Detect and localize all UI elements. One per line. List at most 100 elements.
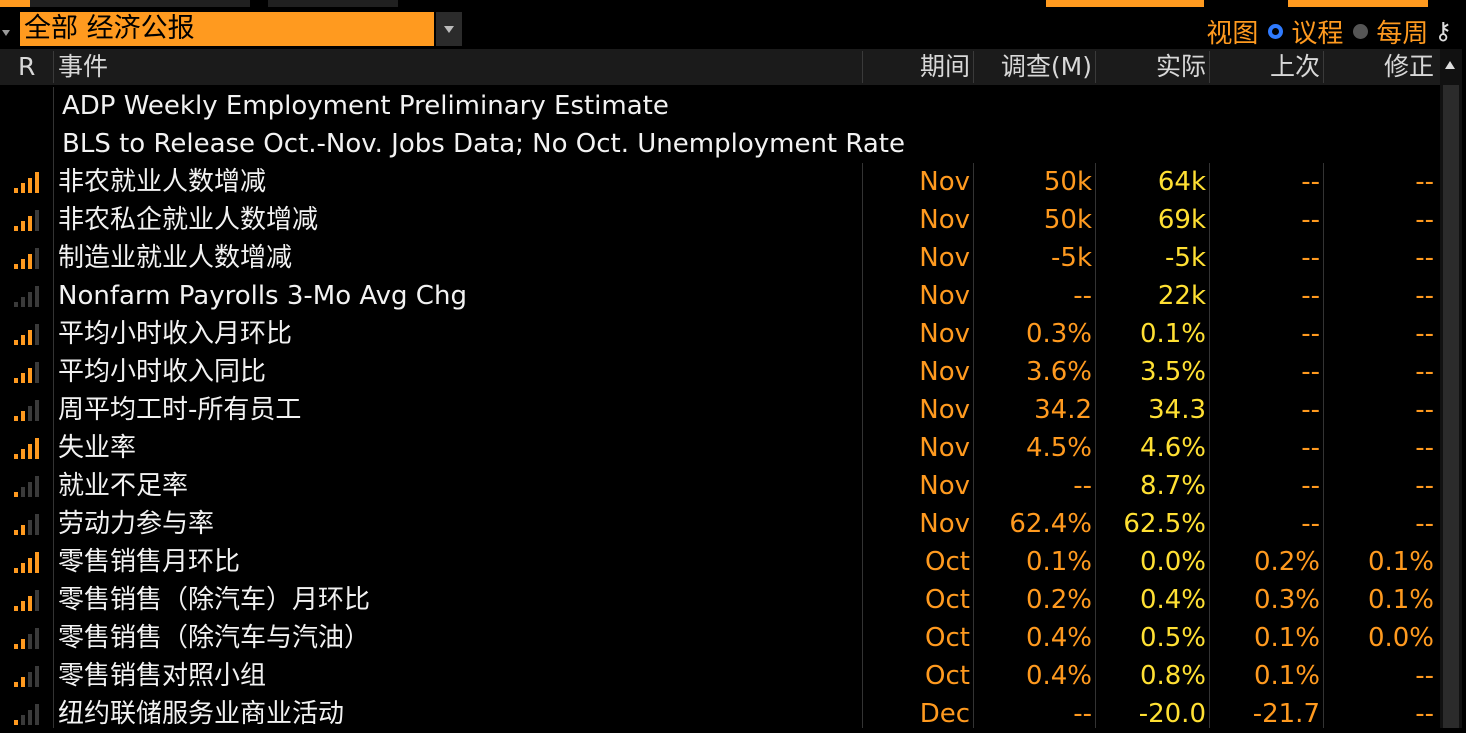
event-name[interactable]: 纽约联储服务业商业活动 xyxy=(58,699,345,729)
event-name[interactable]: 零售销售（除汽车与汽油） xyxy=(58,623,371,653)
column-separator xyxy=(1323,51,1324,83)
column-header-prior[interactable]: 上次 xyxy=(1269,52,1320,81)
event-name[interactable]: 非农就业人数增减 xyxy=(58,167,267,197)
column-header-actual[interactable]: 实际 xyxy=(1155,52,1206,81)
prior-cell: -- xyxy=(1301,471,1320,501)
event-name[interactable]: ADP Weekly Employment Preliminary Estima… xyxy=(62,91,669,121)
survey-cell: 62.4% xyxy=(1009,509,1092,539)
actual-cell: 3.5% xyxy=(1139,357,1206,387)
revised-cell: 0.0% xyxy=(1367,623,1434,653)
prior-cell: -- xyxy=(1301,433,1320,463)
revised-cell: -- xyxy=(1415,205,1434,235)
event-name[interactable]: 平均小时收入同比 xyxy=(58,357,267,387)
event-name[interactable]: 周平均工时-所有员工 xyxy=(58,395,302,425)
top-strip xyxy=(0,0,1466,8)
table-row[interactable]: 零售销售月环比 Oct 0.1% 0.0% 0.2% 0.1% xyxy=(0,543,1440,581)
event-name[interactable]: 零售销售（除汽车）月环比 xyxy=(58,585,371,615)
revised-cell: -- xyxy=(1415,243,1434,273)
weekly-radio[interactable] xyxy=(1353,23,1369,39)
table-row[interactable]: 制造业就业人数增减 Nov -5k -5k -- -- xyxy=(0,239,1440,277)
actual-cell: 69k xyxy=(1157,205,1206,235)
table-row[interactable]: 劳动力参与率 Nov 62.4% 62.5% -- -- xyxy=(0,505,1440,543)
column-divider xyxy=(1323,163,1324,728)
event-name[interactable]: 零售销售对照小组 xyxy=(58,661,267,691)
actual-cell: 62.5% xyxy=(1123,509,1206,539)
table-row[interactable]: 零售销售对照小组 Oct 0.4% 0.8% 0.1% -- xyxy=(0,657,1440,695)
survey-cell: 50k xyxy=(1043,167,1092,197)
period-cell: Dec xyxy=(919,699,970,729)
event-name[interactable]: 非农私企就业人数增减 xyxy=(58,205,319,235)
relevance-bars-icon xyxy=(14,628,44,649)
table-header: R 事件 期间 调查(M) 实际 上次 修正 xyxy=(0,49,1440,85)
event-name[interactable]: 零售销售月环比 xyxy=(58,547,241,577)
event-name[interactable]: 就业不足率 xyxy=(58,471,189,501)
table-row[interactable]: 平均小时收入月环比 Nov 0.3% 0.1% -- -- xyxy=(0,315,1440,353)
table-row[interactable]: 纽约联储服务业商业活动 Dec -- -20.0 -21.7 -- xyxy=(0,695,1440,733)
event-name[interactable]: Nonfarm Payrolls 3-Mo Avg Chg xyxy=(58,281,467,311)
revised-cell: -- xyxy=(1415,509,1434,539)
table-row[interactable]: BLS to Release Oct.-Nov. Jobs Data; No O… xyxy=(0,125,1440,163)
relevance-bars-icon xyxy=(14,362,44,383)
survey-cell: -- xyxy=(1073,699,1092,729)
start-date-field[interactable] xyxy=(1046,0,1204,7)
relevance-bars-icon xyxy=(14,172,44,193)
view-label: 视图 xyxy=(1206,18,1259,49)
table-row[interactable]: 平均小时收入同比 Nov 3.6% 3.5% -- -- xyxy=(0,353,1440,391)
actual-cell: 0.1% xyxy=(1139,319,1206,349)
table-row[interactable]: 零售销售（除汽车与汽油） Oct 0.4% 0.5% 0.1% 0.0% xyxy=(0,619,1440,657)
category-filter-select[interactable]: 全部 经济公报 xyxy=(20,12,434,46)
column-header-r[interactable]: R xyxy=(18,52,36,81)
survey-cell: 0.2% xyxy=(1025,585,1092,615)
table-row[interactable]: 就业不足率 Nov -- 8.7% -- -- xyxy=(0,467,1440,505)
actual-cell: 0.8% xyxy=(1139,661,1206,691)
actual-cell: 8.7% xyxy=(1139,471,1206,501)
actual-cell: 0.4% xyxy=(1139,585,1206,615)
scrollbar-thumb[interactable] xyxy=(1443,85,1459,728)
end-date-field[interactable] xyxy=(1288,0,1428,7)
column-separator xyxy=(1209,51,1210,83)
column-header-event[interactable]: 事件 xyxy=(58,52,109,81)
column-separator xyxy=(1095,51,1096,83)
period-cell: Nov xyxy=(919,281,970,311)
relevance-bars-icon xyxy=(14,590,44,611)
event-name[interactable]: 劳动力参与率 xyxy=(58,509,215,539)
table-row[interactable]: 失业率 Nov 4.5% 4.6% -- -- xyxy=(0,429,1440,467)
agenda-label[interactable]: 议程 xyxy=(1291,18,1344,49)
column-divider xyxy=(1209,163,1210,728)
period-cell: Nov xyxy=(919,205,970,235)
event-name[interactable]: 平均小时收入月环比 xyxy=(58,319,293,349)
table-row[interactable]: 周平均工时-所有员工 Nov 34.2 34.3 -- -- xyxy=(0,391,1440,429)
top-strip-field xyxy=(30,0,250,7)
relevance-bars-icon xyxy=(14,552,44,573)
event-name[interactable]: BLS to Release Oct.-Nov. Jobs Data; No O… xyxy=(62,129,905,159)
survey-cell: 3.6% xyxy=(1025,357,1092,387)
column-header-revised[interactable]: 修正 xyxy=(1383,52,1434,81)
table-row[interactable]: 非农私企就业人数增减 Nov 50k 69k -- -- xyxy=(0,201,1440,239)
chevron-down-icon[interactable] xyxy=(2,30,10,36)
scroll-up-icon[interactable] xyxy=(1445,61,1455,69)
period-cell: Oct xyxy=(925,547,970,577)
revised-cell: -- xyxy=(1415,471,1434,501)
table-row[interactable]: 零售销售（除汽车）月环比 Oct 0.2% 0.4% 0.3% 0.1% xyxy=(0,581,1440,619)
period-cell: Nov xyxy=(919,357,970,387)
table-row[interactable]: ADP Weekly Employment Preliminary Estima… xyxy=(0,87,1440,125)
revised-cell: -- xyxy=(1415,319,1434,349)
key-icon[interactable]: ⚷ xyxy=(1434,17,1452,45)
event-name[interactable]: 失业率 xyxy=(58,433,137,463)
prior-cell: -- xyxy=(1301,167,1320,197)
prior-cell: 0.1% xyxy=(1253,661,1320,691)
agenda-radio[interactable] xyxy=(1268,23,1284,39)
actual-cell: 4.6% xyxy=(1139,433,1206,463)
filter-dropdown-button[interactable] xyxy=(436,12,462,46)
column-header-period[interactable]: 期间 xyxy=(919,52,970,81)
vertical-scrollbar[interactable] xyxy=(1440,49,1462,728)
prior-cell: -- xyxy=(1301,205,1320,235)
weekly-label[interactable]: 每周 xyxy=(1376,18,1429,49)
relevance-bars-icon xyxy=(14,324,44,345)
table-row[interactable]: Nonfarm Payrolls 3-Mo Avg Chg Nov -- 22k… xyxy=(0,277,1440,315)
event-name[interactable]: 制造业就业人数增减 xyxy=(58,243,293,273)
period-cell: Nov xyxy=(919,471,970,501)
column-header-survey[interactable]: 调查(M) xyxy=(1000,52,1092,81)
revised-cell: -- xyxy=(1415,661,1434,691)
table-row[interactable]: 非农就业人数增减 Nov 50k 64k -- -- xyxy=(0,163,1440,201)
